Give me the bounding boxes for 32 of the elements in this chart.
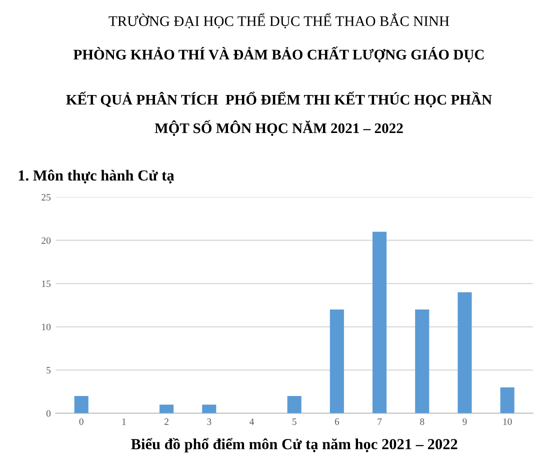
x-tick-label: 4 (250, 418, 254, 425)
text: MỘT SỐ MÔN HỌC NĂM 2021 – 2022 (154, 120, 403, 136)
text: TRƯỜNG ĐẠI HỌC THỂ DỤC THỂ THAO BẮC NINH (108, 13, 450, 28)
text: PHÒNG KHẢO THÍ VÀ ĐẢM BẢO CHẤT LƯỢNG GIÁO DỤC (74, 46, 484, 62)
bar (330, 310, 344, 414)
y-tick-label: 15 (42, 280, 51, 288)
x-tick-label: 6 (334, 418, 340, 425)
y-tick-label: 20 (42, 237, 51, 244)
x-tick-label: 8 (420, 418, 424, 425)
x-tick-label: 0 (79, 418, 84, 425)
bar (74, 396, 88, 414)
y-tick-label: 0 (46, 410, 51, 417)
x-tick-label: 3 (207, 418, 212, 425)
x-tick-label: 7 (378, 418, 382, 425)
x-tick-label: 9 (462, 418, 467, 425)
x-tick-label: 5 (292, 418, 296, 425)
bar (372, 232, 387, 414)
bar (415, 310, 430, 414)
y-tick-label: 10 (42, 324, 51, 330)
bar (160, 404, 174, 414)
bar (202, 404, 216, 414)
y-tick-label: 25 (42, 194, 51, 201)
x-tick-label: 1 (122, 418, 126, 425)
text: KẾT QUẢ PHÂN TÍCH PHỔ ĐIỂM THI KẾT THÚC HỌC PHẦN (66, 92, 492, 108)
y-tick-label: 5 (46, 367, 51, 374)
x-tick-label: 2 (164, 418, 168, 425)
bar (500, 387, 514, 414)
x-axis-title: Biểu đồ phổ điểm môn Cử tạ năm học 2021 – 2022 (131, 438, 458, 452)
x-tick-label: 10 (503, 418, 512, 425)
chart-title: 1. Môn thực hành Cử tạ (18, 170, 174, 184)
bar (458, 292, 472, 414)
bar (287, 396, 302, 414)
